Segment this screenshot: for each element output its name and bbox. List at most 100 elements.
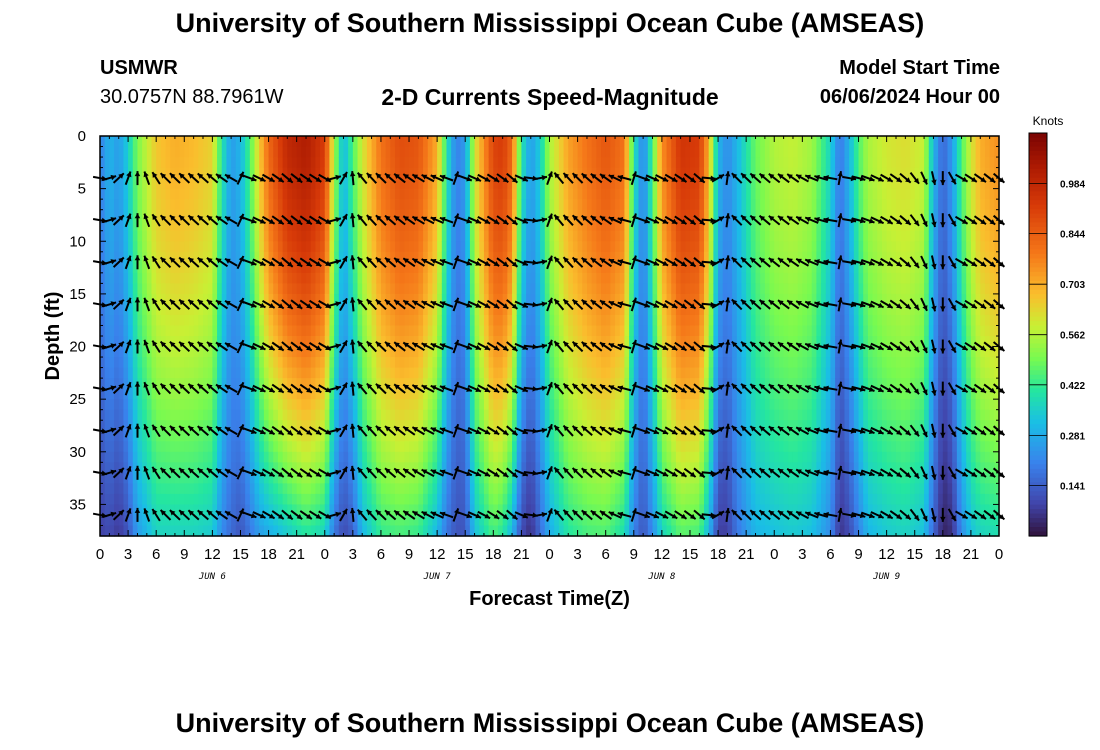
speed-cell: [526, 399, 532, 411]
speed-cell: [118, 188, 125, 200]
speed-cell: [371, 199, 377, 211]
speed-cell: [301, 493, 307, 506]
speed-cell: [497, 262, 504, 274]
speed-cell: [399, 325, 405, 337]
speed-cell: [320, 167, 326, 179]
speed-cell: [371, 504, 377, 516]
speed-cell: [488, 220, 494, 232]
speed-cell: [577, 399, 583, 411]
speed-cell: [245, 178, 251, 190]
speed-cell: [423, 272, 429, 284]
speed-cell: [549, 409, 555, 421]
speed-cell: [558, 493, 565, 506]
speed-cell: [137, 462, 143, 474]
speed-cell: [582, 451, 588, 463]
speed-cell: [633, 420, 640, 432]
speed-cell: [263, 525, 270, 537]
speed-cell: [624, 325, 630, 337]
speed-cell: [380, 388, 387, 400]
speed-cell: [582, 209, 588, 221]
speed-cell: [680, 314, 686, 327]
speed-cell: [287, 220, 293, 232]
speed-cell: [558, 504, 565, 516]
speed-cell: [399, 167, 405, 179]
speed-cell: [137, 209, 143, 221]
speed-cell: [549, 272, 555, 284]
speed-cell: [404, 367, 410, 379]
speed-cell: [310, 378, 316, 390]
speed-cell: [418, 336, 424, 348]
speed-cell: [188, 157, 195, 169]
speed-cell: [502, 136, 508, 148]
speed-cell: [460, 188, 466, 200]
speed-cell: [123, 504, 129, 516]
speed-cell: [296, 157, 302, 169]
speed-cell: [385, 514, 391, 527]
speed-cell: [619, 220, 626, 232]
speed-cell: [324, 378, 331, 390]
speed-cell: [507, 409, 513, 421]
speed-cell: [399, 388, 405, 400]
speed-cell: [694, 220, 700, 232]
speed-cell: [315, 136, 321, 148]
speed-cell: [469, 441, 476, 453]
speed-cell: [423, 462, 429, 474]
speed-cell: [441, 304, 448, 316]
speed-cell: [432, 241, 438, 253]
speed-cell: [394, 325, 401, 337]
speed-cell: [657, 304, 663, 316]
speed-cell: [212, 462, 218, 474]
speed-cell: [282, 388, 288, 400]
speed-cell: [638, 409, 644, 421]
speed-cell: [296, 188, 302, 200]
speed-cell: [502, 525, 508, 537]
speed-cell: [493, 514, 499, 527]
speed-cell: [287, 472, 293, 484]
speed-cell: [324, 251, 331, 263]
speed-cell: [713, 167, 719, 179]
speed-cell: [376, 430, 382, 442]
speed-cell: [615, 167, 621, 179]
speed-cell: [109, 462, 115, 474]
speed-cell: [235, 504, 242, 516]
speed-cell: [301, 378, 307, 390]
speed-cell: [661, 462, 668, 474]
speed-cell: [666, 514, 672, 527]
speed-cell: [619, 146, 626, 158]
speed-cell: [343, 314, 349, 327]
speed-cell: [394, 188, 401, 200]
speed-cell: [497, 209, 504, 221]
speed-cell: [380, 451, 387, 463]
speed-cell: [601, 357, 607, 369]
speed-cell: [273, 451, 279, 463]
speed-cell: [549, 304, 555, 316]
speed-cell: [118, 430, 125, 442]
speed-cell: [263, 367, 270, 379]
speed-cell: [399, 230, 405, 242]
speed-cell: [198, 188, 204, 200]
speed-cell: [156, 241, 162, 253]
speed-cell: [516, 336, 522, 348]
speed-cell: [221, 483, 228, 495]
speed-cell: [689, 251, 696, 263]
speed-cell: [685, 220, 691, 232]
speed-cell: [329, 209, 335, 221]
speed-cell: [549, 367, 555, 379]
speed-cell: [390, 357, 396, 369]
speed-cell: [549, 136, 555, 148]
speed-cell: [132, 451, 139, 463]
speed-cell: [488, 230, 494, 242]
speed-cell: [441, 262, 448, 274]
speed-cell: [512, 262, 518, 274]
speed-cell: [151, 199, 157, 211]
speed-cell: [348, 251, 354, 263]
speed-cell: [273, 146, 279, 158]
speed-cell: [263, 241, 270, 253]
speed-cell: [282, 483, 288, 495]
speed-cell: [273, 314, 279, 327]
speed-cell: [343, 451, 349, 463]
speed-cell: [619, 420, 626, 432]
speed-cell: [338, 483, 345, 495]
speed-cell: [123, 525, 129, 537]
speed-cell: [413, 157, 419, 169]
